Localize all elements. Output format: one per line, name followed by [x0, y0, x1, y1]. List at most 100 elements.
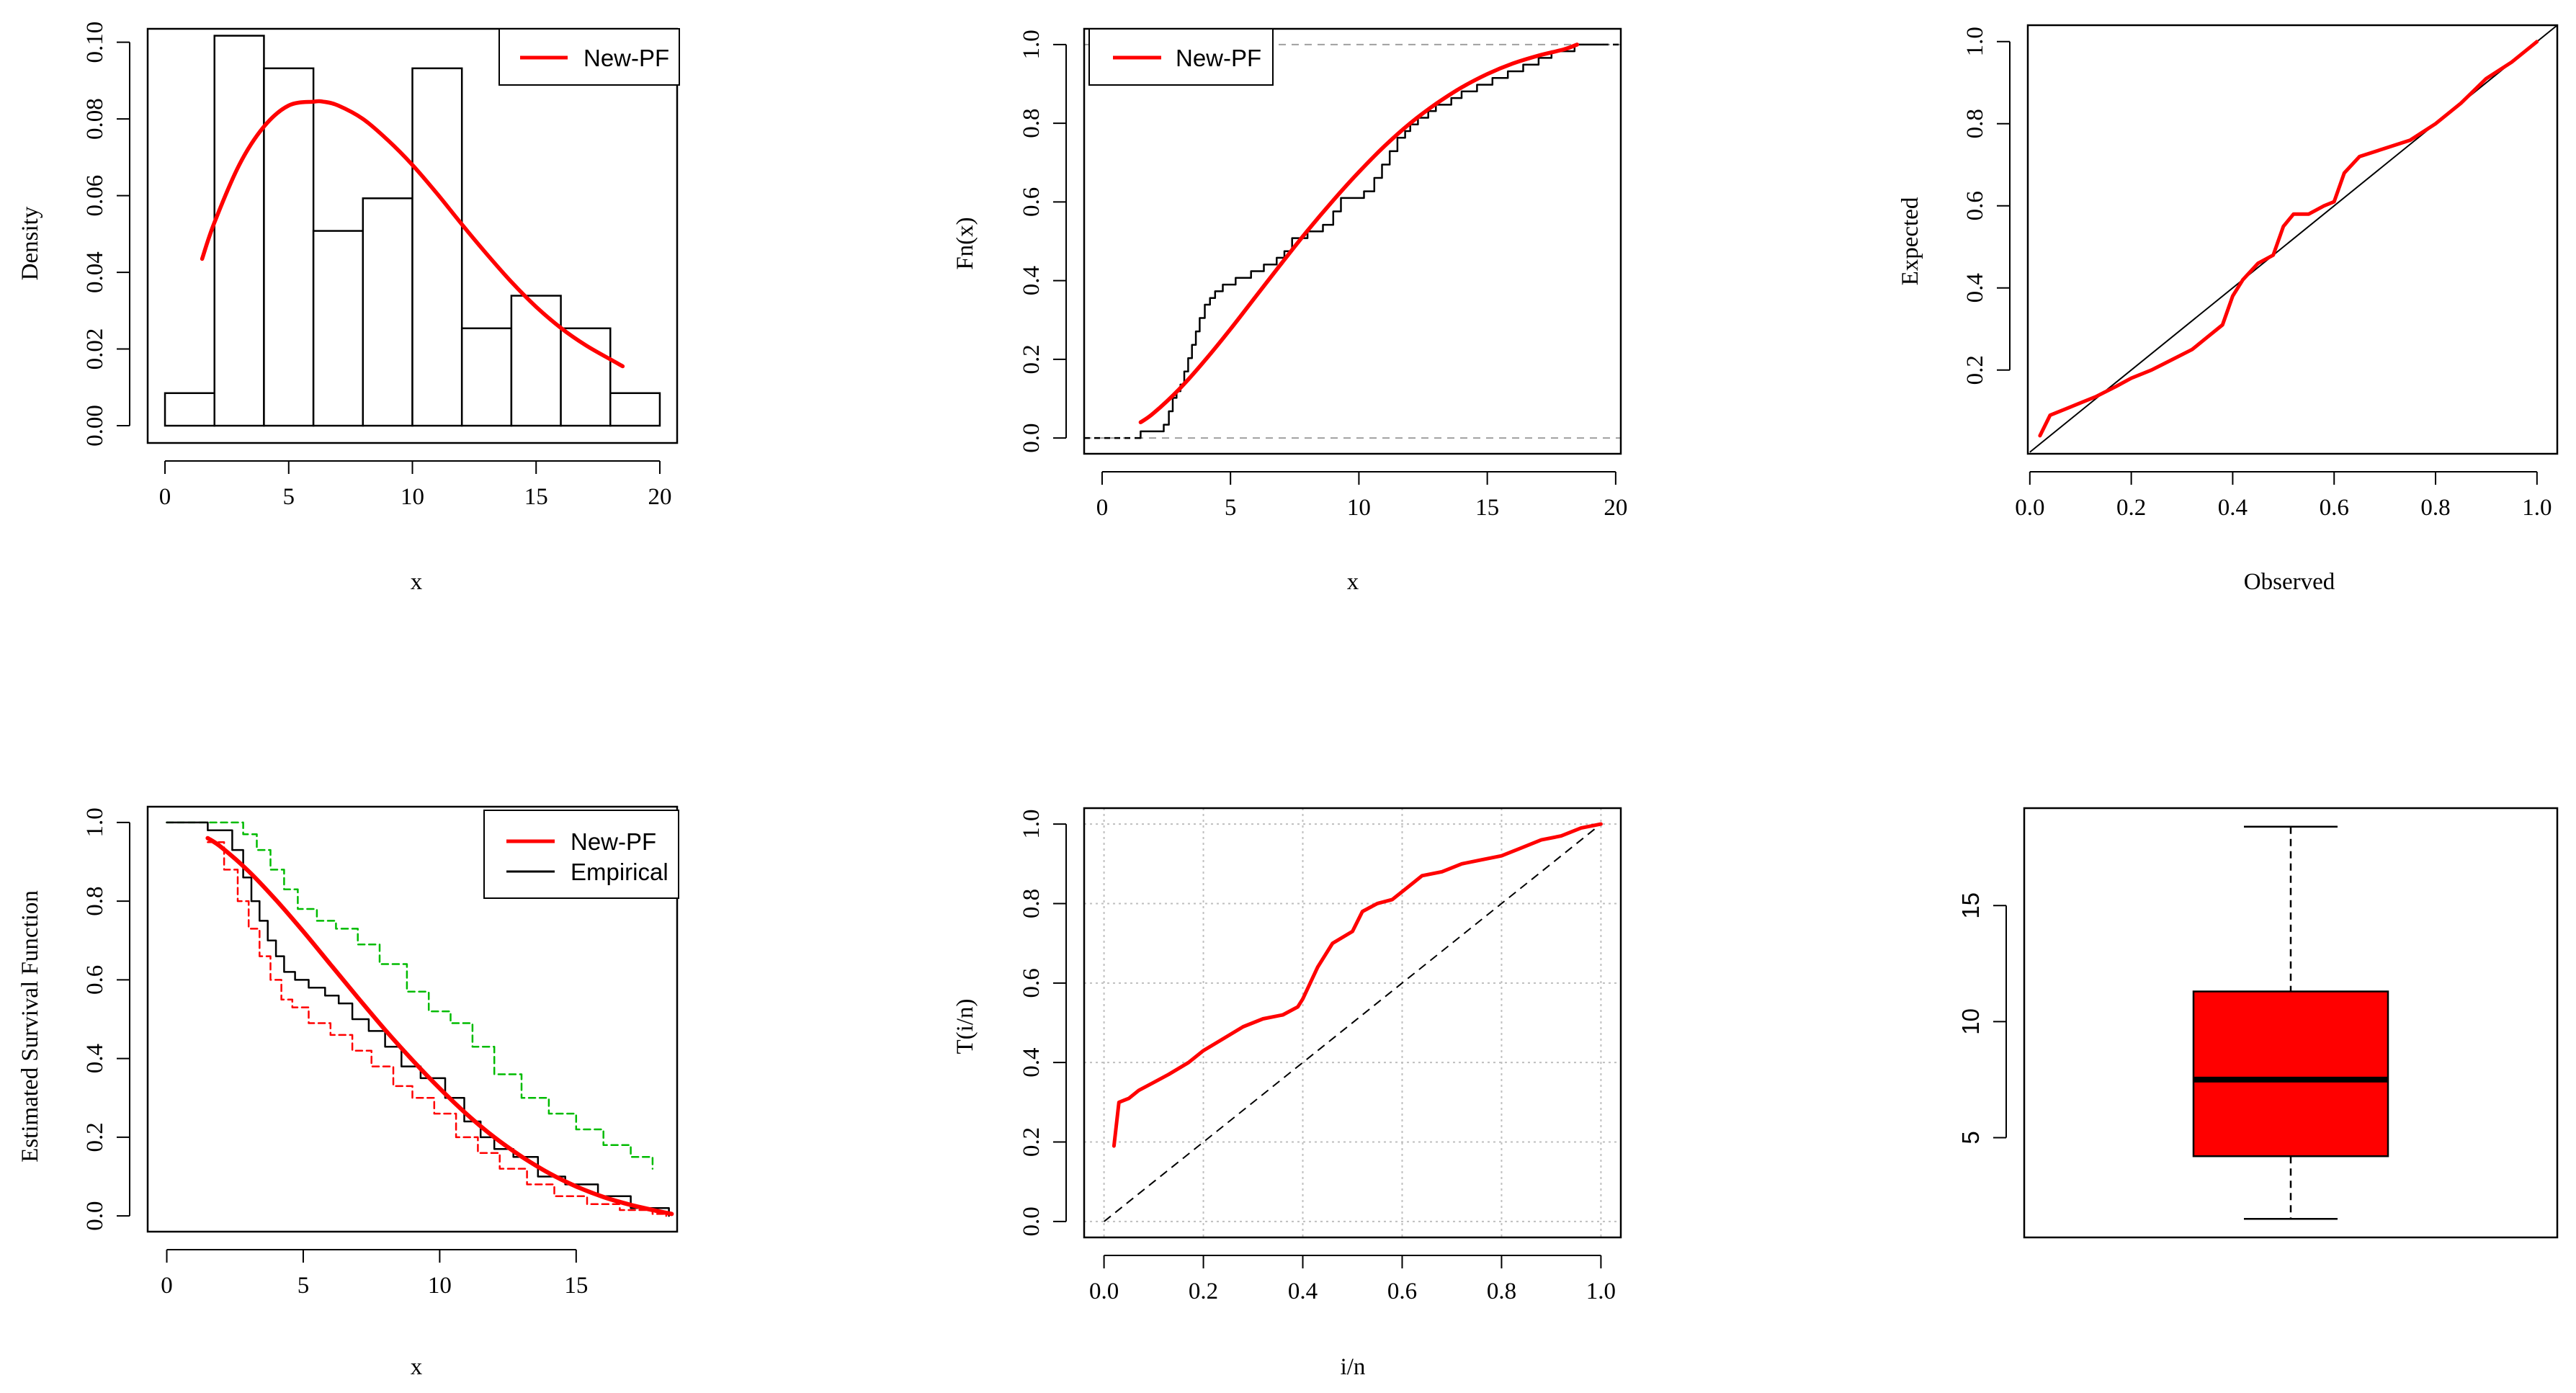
histogram-bar — [213, 35, 265, 427]
reference-diagonal — [1103, 823, 1602, 1222]
legend: New-PF — [498, 28, 680, 86]
plot-frame — [1083, 27, 1622, 455]
fitted-cdf-curve — [1138, 42, 1580, 425]
pp-series-line — [2038, 40, 2539, 438]
x-axis-label: Observed — [2244, 569, 2335, 595]
y-tick-label: 0.2 — [1962, 355, 1988, 385]
y-axis-label: Estimated Survival Function — [17, 890, 43, 1163]
x-tick-label: 1.0 — [1586, 1278, 1616, 1304]
x-tick-label: 0.8 — [2420, 495, 2450, 521]
histogram-bar — [164, 392, 215, 427]
x-axis-label: i/n — [1341, 1354, 1366, 1380]
histogram-bar — [312, 230, 365, 427]
panel-ttt-plot: 0.0 0.2 0.4 0.6 0.8 1.0 0.0 0.2 0.4 0.6 0.8 1.0 i/n… — [952, 807, 1622, 1380]
y-tick-label: 0.4 — [82, 1044, 108, 1073]
x-tick-label: 10 — [1347, 495, 1371, 521]
x-tick-label: 15 — [1475, 495, 1499, 521]
histogram-bar — [362, 197, 413, 427]
ttt-series-line — [1112, 822, 1603, 1148]
y-axis-label: Fn(x) — [952, 217, 978, 269]
y-axis-label: Density — [17, 206, 43, 280]
y-tick-label: 0.06 — [82, 175, 108, 217]
panel-ecdf: 0 5 10 15 20 0.0 0.2 0.4 0.6 0.8 1.0 x Fn(x) New-P… — [952, 27, 1627, 595]
y-tick-label: 0.0 — [82, 1201, 108, 1231]
interquartile-box — [2192, 990, 2389, 1157]
x-tick-label: 0.6 — [1387, 1278, 1417, 1304]
y-axis-label: T(i/n) — [952, 999, 978, 1054]
empirical-survival-step — [166, 821, 670, 1217]
plot-frame — [2026, 24, 2559, 455]
x-tick-label: 0.0 — [2015, 495, 2044, 521]
fitted-density-curve — [200, 99, 625, 369]
y-tick-label: 0.8 — [82, 886, 108, 915]
x-tick-label: 0.4 — [1288, 1278, 1318, 1304]
y-tick-label: 0.10 — [82, 22, 108, 63]
x-axis-label: x — [411, 1354, 423, 1380]
y-tick-label: 0.2 — [1019, 1127, 1045, 1157]
y-tick-label: 0.8 — [1019, 889, 1045, 918]
panel-box-plot: 5 10 15 — [1957, 807, 2559, 1239]
y-tick-label: 1.0 — [1962, 27, 1988, 56]
x-tick-label: 5 — [1225, 495, 1237, 521]
x-axis-label: x — [1347, 569, 1359, 595]
y-tick-label: 0.2 — [82, 1122, 108, 1152]
legend-label-empirical: Empirical — [571, 859, 668, 885]
histogram-bar — [510, 295, 562, 427]
y-tick-label: 1.0 — [1019, 809, 1045, 838]
histogram-bar — [411, 67, 463, 427]
y-tick-label: 0.0 — [1019, 1206, 1045, 1236]
y-tick-label: 0.6 — [1019, 968, 1045, 998]
legend-box — [483, 810, 679, 899]
x-tick-label: 0 — [159, 484, 171, 510]
y-tick-label: 5 — [1957, 1131, 1984, 1144]
y-tick-label: 15 — [1957, 892, 1984, 919]
x-tick-label: 0.4 — [2218, 495, 2248, 521]
panel-histogram: 0 5 10 15 20 0.00 0.02 0.04 0.06 0.08 0.10 x Densi… — [17, 22, 680, 595]
legend-label-new-pf: New-PF — [571, 828, 656, 855]
panel-pp-plot: 0.0 0.2 0.4 0.6 0.8 1.0 0.2 0.4 0.6 0.8 1.0 Observ… — [1897, 24, 2559, 595]
histogram-bar — [263, 67, 315, 427]
x-tick-label: 15 — [524, 484, 548, 510]
y-tick-label: 0.6 — [1019, 187, 1045, 217]
y-axis-label: Expected — [1897, 197, 1923, 285]
empirical-cdf-step — [1140, 43, 1604, 439]
x-tick-label: 0 — [161, 1273, 173, 1299]
y-tick-label: 0.04 — [82, 251, 108, 293]
x-tick-label: 20 — [1604, 495, 1627, 521]
lower-confidence-band — [207, 841, 668, 1217]
y-tick-label: 0.02 — [82, 328, 108, 370]
x-tick-label: 5 — [298, 1273, 310, 1299]
x-axis-label: x — [411, 569, 423, 595]
y-tick-label: 10 — [1957, 1008, 1984, 1035]
plot-frame — [1083, 807, 1622, 1239]
fitted-survival-curve — [205, 836, 674, 1217]
y-tick-label: 0.8 — [1962, 109, 1988, 138]
y-tick-label: 0.0 — [1019, 424, 1045, 453]
plot-frame — [2023, 807, 2559, 1239]
x-tick-label: 10 — [401, 484, 424, 510]
plot-frame — [146, 27, 679, 444]
y-tick-label: 0.4 — [1019, 266, 1045, 295]
x-tick-label: 20 — [648, 484, 671, 510]
x-tick-label: 10 — [428, 1273, 452, 1299]
x-tick-label: 5 — [283, 484, 295, 510]
x-tick-label: 0.6 — [2320, 495, 2349, 521]
panel-survival-function: 0 5 10 15 0.0 0.2 0.4 0.6 0.8 1.0 x Estimated Sur… — [17, 805, 679, 1380]
y-tick-label: 0.6 — [82, 965, 108, 995]
y-tick-label: 0.4 — [1962, 273, 1988, 303]
histogram-bar — [460, 327, 513, 427]
x-tick-label: 1.0 — [2522, 495, 2552, 521]
y-tick-label: 0.00 — [82, 405, 108, 447]
y-tick-label: 0.4 — [1019, 1048, 1045, 1078]
y-tick-label: 0.6 — [1962, 191, 1988, 220]
legend: New-PF Empirical — [483, 810, 679, 899]
legend-label-new-pf: New-PF — [583, 45, 669, 71]
y-tick-label: 1.0 — [82, 807, 108, 837]
x-tick-label: 0.0 — [1089, 1278, 1119, 1304]
upper-confidence-band — [166, 821, 654, 1170]
plot-frame — [146, 805, 679, 1233]
x-tick-label: 0 — [1096, 495, 1109, 521]
histogram-bar — [609, 392, 661, 427]
y-tick-label: 0.2 — [1019, 344, 1045, 374]
